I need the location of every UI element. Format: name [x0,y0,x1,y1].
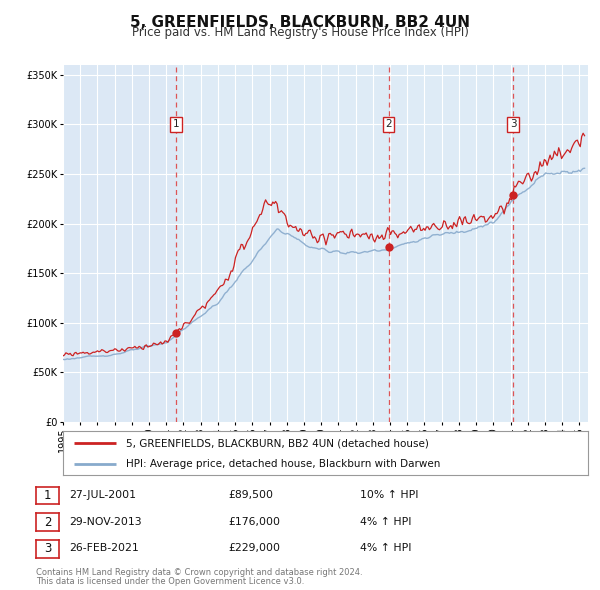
Text: HPI: Average price, detached house, Blackburn with Darwen: HPI: Average price, detached house, Blac… [126,459,440,469]
Text: 4% ↑ HPI: 4% ↑ HPI [360,517,412,526]
Text: 3: 3 [44,542,51,555]
Text: 2: 2 [385,119,392,129]
Text: 1: 1 [173,119,179,129]
Text: 3: 3 [510,119,517,129]
Text: 2: 2 [44,516,51,529]
Text: £89,500: £89,500 [228,490,273,500]
Text: £229,000: £229,000 [228,543,280,553]
Text: 5, GREENFIELDS, BLACKBURN, BB2 4UN (detached house): 5, GREENFIELDS, BLACKBURN, BB2 4UN (deta… [126,438,429,448]
Text: 5, GREENFIELDS, BLACKBURN, BB2 4UN: 5, GREENFIELDS, BLACKBURN, BB2 4UN [130,15,470,30]
Text: 26-FEB-2021: 26-FEB-2021 [69,543,139,553]
Text: 1: 1 [44,489,51,502]
Text: 4% ↑ HPI: 4% ↑ HPI [360,543,412,553]
Bar [389,65,513,422]
Bar [513,65,588,422]
Text: £176,000: £176,000 [228,517,280,526]
Text: 27-JUL-2001: 27-JUL-2001 [69,490,136,500]
Text: Contains HM Land Registry data © Crown copyright and database right 2024.: Contains HM Land Registry data © Crown c… [36,568,362,577]
Bar [176,65,388,422]
Text: This data is licensed under the Open Government Licence v3.0.: This data is licensed under the Open Gov… [36,578,304,586]
Text: Price paid vs. HM Land Registry's House Price Index (HPI): Price paid vs. HM Land Registry's House … [131,26,469,39]
Text: 29-NOV-2013: 29-NOV-2013 [69,517,142,526]
Text: 10% ↑ HPI: 10% ↑ HPI [360,490,419,500]
